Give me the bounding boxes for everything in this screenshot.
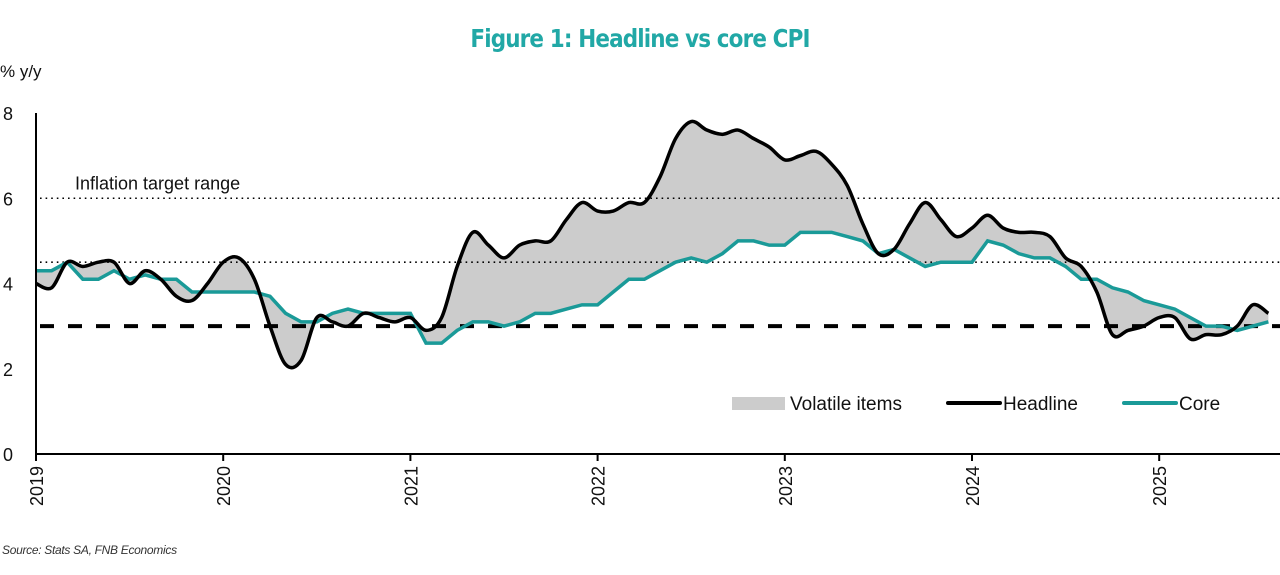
legend-label-volatile-items: Volatile items	[790, 394, 902, 415]
y-axis-label: % y/y	[0, 62, 42, 81]
y-tick-label: 2	[3, 360, 13, 380]
chart-title: Figure 1: Headline vs core CPI	[470, 24, 810, 53]
legend-label-headline: Headline	[1003, 394, 1078, 415]
x-tick-label: 2020	[214, 466, 234, 506]
legend-swatch-volatile-items	[732, 397, 785, 410]
y-tick-label: 0	[3, 445, 13, 465]
y-tick-label: 8	[3, 104, 13, 124]
y-tick-label: 4	[3, 275, 13, 295]
x-tick-label: 2021	[401, 466, 421, 506]
source-note: Source: Stats SA, FNB Economics	[2, 543, 177, 557]
core-line	[36, 230, 1269, 345]
x-tick-label: 2022	[589, 466, 609, 506]
annotation-inflation-target-range: Inflation target range	[75, 173, 240, 193]
x-tick-label: 2019	[27, 466, 47, 506]
headline-line	[35, 119, 1270, 370]
legend-label-core: Core	[1179, 394, 1220, 415]
volatile-items-area	[36, 121, 1269, 368]
x-tick-label: 2025	[1150, 466, 1170, 506]
x-tick-label: 2024	[963, 466, 983, 506]
y-tick-label: 6	[3, 189, 13, 209]
x-tick-label: 2023	[776, 466, 796, 506]
